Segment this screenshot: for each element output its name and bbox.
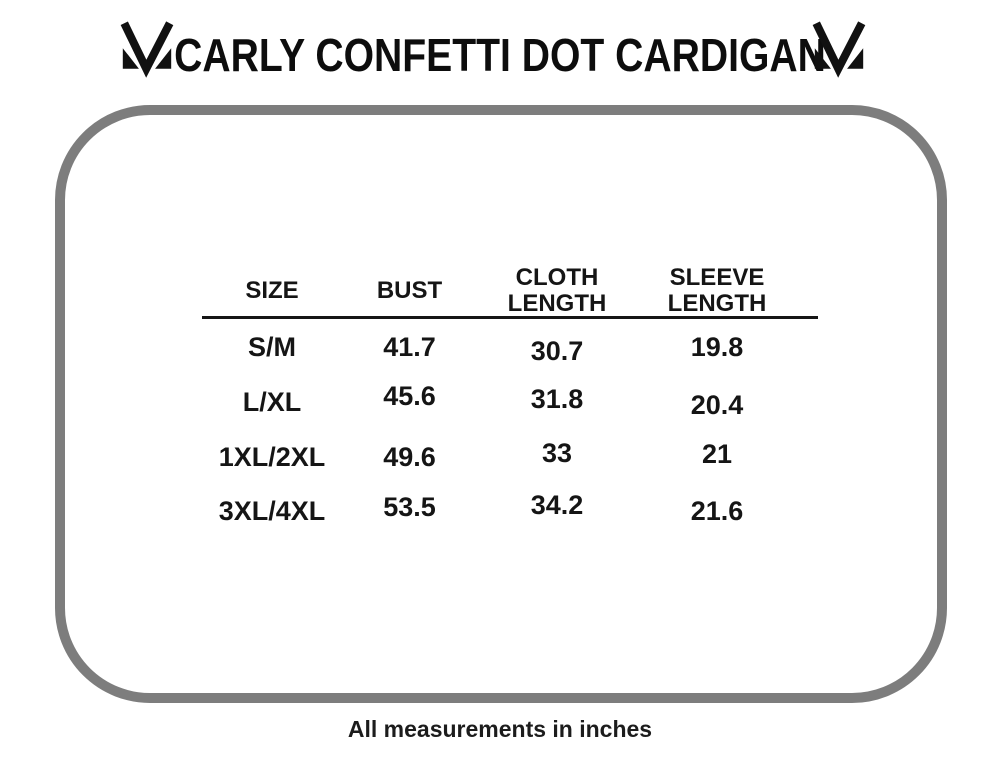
table-row: 3XL/4XL 53.5 34.2 21.6 xyxy=(202,491,797,526)
cell-cloth-length: 33 xyxy=(541,438,573,468)
header: CARLY CONFETTI DOT CARDIGAN xyxy=(0,0,1000,105)
column-header-size: SIZE xyxy=(245,277,299,304)
table-row: 1XL/2XL 49.6 33 21 xyxy=(202,439,797,472)
cell-bust: 45.6 xyxy=(383,381,436,411)
table-row: L/XL 45.6 31.8 20.4 xyxy=(202,382,797,420)
column-header-cloth-length: CLOTH LENGTH xyxy=(507,264,607,317)
brand-monogram-icon xyxy=(806,20,872,83)
cell-cloth-length: 31.8 xyxy=(530,384,584,414)
cell-size: 1XL/2XL xyxy=(218,442,326,472)
cell-sleeve-length: 20.4 xyxy=(690,390,744,420)
page-title: CARLY CONFETTI DOT CARDIGAN xyxy=(174,29,826,81)
size-chart-frame: SIZE BUST CLOTH LENGTH SLEEVE LENGTH S/M… xyxy=(55,105,947,703)
column-header-bust: BUST xyxy=(376,277,443,304)
cell-cloth-length: 34.2 xyxy=(530,490,584,520)
cell-sleeve-length: 21 xyxy=(701,439,733,469)
measurements-note: All measurements in inches xyxy=(347,716,653,742)
table-row: S/M 41.7 30.7 19.8 xyxy=(202,332,797,365)
cell-sleeve-length: 21.6 xyxy=(690,496,744,526)
cell-sleeve-length: 19.8 xyxy=(690,332,744,362)
column-header-sleeve-length: SLEEVE LENGTH xyxy=(667,264,767,317)
cell-cloth-length: 30.7 xyxy=(530,336,584,366)
cell-bust: 49.6 xyxy=(383,442,436,472)
cell-size: L/XL xyxy=(242,387,302,417)
cell-bust: 53.5 xyxy=(383,492,436,522)
cell-size: 3XL/4XL xyxy=(218,496,326,526)
cell-size: S/M xyxy=(247,332,296,362)
table-header-row: SIZE BUST CLOTH LENGTH SLEEVE LENGTH xyxy=(202,262,797,320)
brand-monogram-icon xyxy=(114,20,180,83)
cell-bust: 41.7 xyxy=(383,332,436,362)
header-divider-line xyxy=(202,316,818,319)
